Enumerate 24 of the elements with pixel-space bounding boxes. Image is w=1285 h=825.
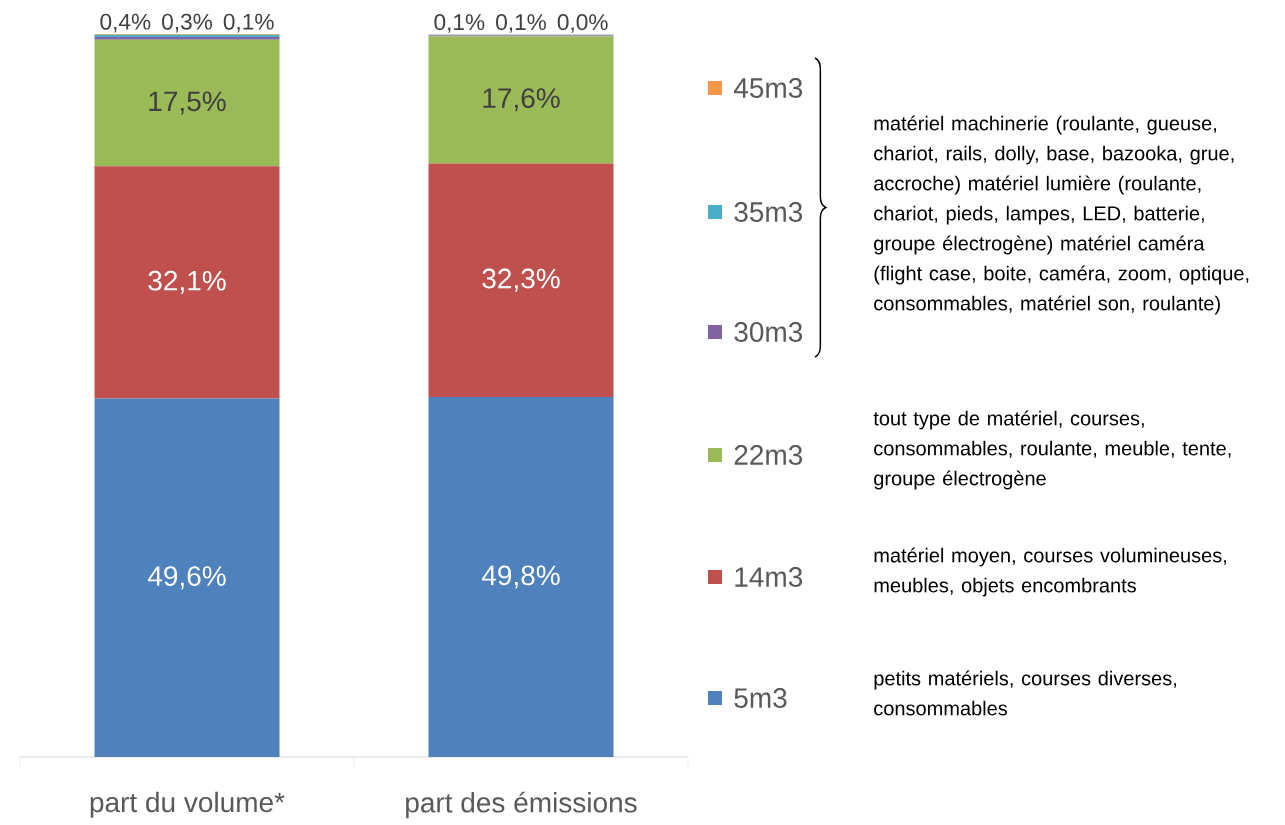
data-label: 0,1%: [434, 14, 485, 33]
legend-label: 30m3: [734, 322, 803, 342]
text: matériel machinerie (roulante, gueuse, chariot, rails, dolly, base, bazooka, grue, accroche) matériel lumière (roulante, chariot, pieds, lampes, LED, batterie, groupe électrogène) matériel caméra (flight case, boite, caméra, zoom, optique, consommables, matériel son, roulante): [874, 115, 1249, 315]
data-label: 49,8%: [481, 565, 560, 589]
data-label: 0,1%: [223, 13, 274, 33]
legend-label: 35m3: [734, 202, 803, 222]
legend-label: 22m3: [734, 445, 803, 465]
text: petits matériels, courses diverses, consommables: [874, 670, 1176, 716]
data-label: 0,0%: [557, 14, 608, 33]
legend-label: 14m3: [735, 567, 803, 587]
data-label: 32,1%: [148, 270, 226, 294]
x-tick-label: part du volume*: [90, 791, 285, 818]
data-label: 0,3%: [162, 13, 213, 33]
data-label: 49,6%: [147, 566, 226, 590]
x-tick-label: part des émissions: [406, 791, 637, 819]
text: tout type de matériel, courses, consommables, roulante, meuble, tente, groupe électrogène: [873, 410, 1231, 490]
data-label: 32,3%: [482, 268, 560, 292]
data-label: 0,4%: [100, 13, 151, 33]
text: matériel moyen, courses volumineuses, meubles, objets encombrants: [874, 547, 1226, 597]
data-label: 0,1%: [496, 14, 547, 33]
legend-label: 5m3: [734, 688, 787, 708]
data-label: 17,6%: [483, 88, 560, 112]
legend-label: 45m3: [733, 78, 803, 98]
data-label: 17,5%: [149, 91, 226, 115]
